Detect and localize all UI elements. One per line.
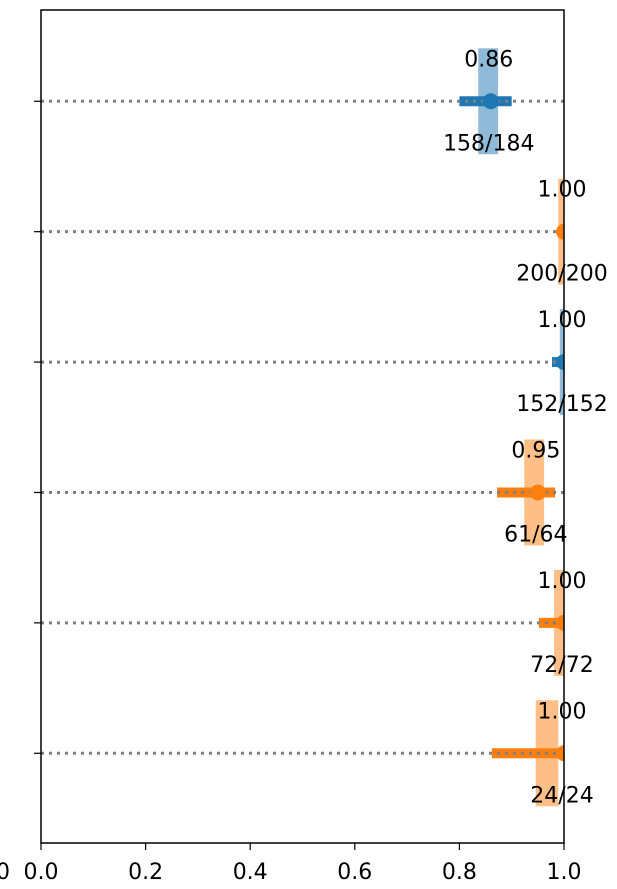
point (556, 223, 564, 240)
point (482, 93, 499, 110)
value-label: 0.86 (464, 47, 513, 72)
count-label: 24/24 (530, 783, 593, 808)
point (556, 354, 564, 371)
x-tick-label: 1.0 (547, 860, 582, 885)
value-label: 1.00 (538, 699, 587, 724)
x-tick-label: 0.4 (233, 860, 268, 885)
count-label: 158/184 (443, 131, 534, 156)
x-tick-label: 0.6 (337, 860, 372, 885)
axes-frame (40, 9, 565, 844)
count-label: 61/64 (504, 522, 567, 547)
plot-area (41, 48, 564, 807)
value-label: 1.00 (538, 308, 587, 333)
value-label: 1.00 (538, 178, 587, 203)
count-label: 72/72 (530, 653, 593, 678)
count-label: 200/200 (516, 262, 607, 287)
value-label: 1.00 (538, 569, 587, 594)
count-label: 152/152 (516, 392, 607, 417)
point (556, 614, 564, 631)
point (556, 745, 564, 762)
x-tick-label: 0.2 (128, 860, 163, 885)
value-label: 0.95 (511, 438, 560, 463)
point (529, 484, 546, 501)
x-tick-label: 0.8 (442, 860, 477, 885)
x-tick-label: 0.0 (24, 860, 59, 885)
edge-text: 0 (0, 860, 10, 885)
